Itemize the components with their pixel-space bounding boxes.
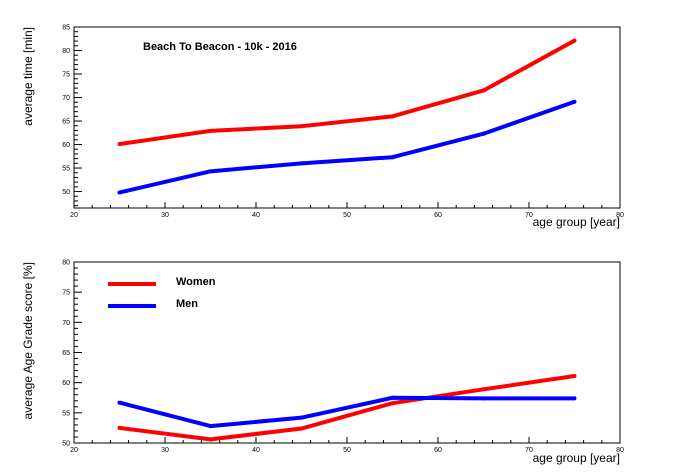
x-tick-label: 40 [252, 212, 260, 219]
data-point [572, 374, 577, 379]
data-point [208, 169, 213, 174]
x-tick-label: 50 [343, 212, 351, 219]
data-point [572, 396, 577, 401]
x-tick-label: 20 [70, 447, 78, 454]
data-point [390, 114, 395, 119]
y-tick-label: 70 [62, 320, 70, 327]
x-tick-label: 50 [343, 447, 351, 454]
y-tick-label: 50 [62, 441, 70, 448]
data-point [481, 88, 486, 93]
data-point [299, 124, 304, 129]
y-tick-label: 55 [62, 410, 70, 417]
y-axis-label: average Age Grade score [%] [21, 262, 35, 419]
legend-label: Men [176, 298, 198, 310]
y-tick-label: 85 [62, 25, 70, 32]
y-tick-label: 65 [62, 350, 70, 357]
data-point [481, 131, 486, 136]
x-tick-label: 40 [252, 447, 260, 454]
x-axis-label: age group [year] [533, 215, 620, 229]
y-tick-label: 60 [62, 380, 70, 387]
x-tick-label: 70 [525, 447, 533, 454]
data-point [572, 38, 577, 43]
data-point [117, 142, 122, 147]
x-tick-label: 60 [434, 447, 442, 454]
y-tick-label: 65 [62, 119, 70, 126]
y-tick-label: 50 [62, 189, 70, 196]
data-point [208, 424, 213, 429]
y-tick-label: 75 [62, 72, 70, 79]
series-line-2 [119, 99, 576, 195]
chart-panel-1: 20 30 40 50 60 70 80 50 55 60 65 70 75 80 85 age group … [21, 25, 624, 230]
x-tick-label: 20 [70, 212, 78, 219]
x-tick-label: 30 [161, 447, 169, 454]
data-point [390, 155, 395, 160]
plot-frame [73, 26, 621, 209]
data-point [390, 401, 395, 406]
data-point [117, 425, 122, 430]
x-tick-label: 80 [616, 447, 624, 454]
data-point [390, 395, 395, 400]
y-tick-label: 70 [62, 95, 70, 102]
data-point [117, 400, 122, 405]
data-point [299, 415, 304, 420]
chart-title: Beach To Beacon - 10k - 2016 [143, 41, 297, 53]
data-point [572, 99, 577, 104]
data-point [481, 387, 486, 392]
legend-label: Women [176, 276, 216, 288]
x-tick-label: 80 [616, 212, 624, 219]
series-line-1 [119, 38, 576, 147]
y-tick-label: 55 [62, 166, 70, 173]
series-line-2 [118, 395, 575, 429]
y-axis-label: average time [min] [21, 27, 35, 126]
data-point [117, 190, 122, 195]
data-point [299, 161, 304, 166]
x-tick-label: 70 [525, 212, 533, 219]
x-axis-label: age group [year] [533, 451, 620, 465]
y-tick-label: 60 [62, 142, 70, 149]
x-tick-label: 30 [161, 212, 169, 219]
data-point [299, 426, 304, 431]
y-tick-label: 80 [62, 48, 70, 55]
y-tick-label: 80 [62, 260, 70, 267]
data-point [208, 437, 213, 442]
data-point [481, 396, 486, 401]
x-tick-label: 60 [434, 212, 442, 219]
y-tick-label: 75 [62, 290, 70, 297]
data-point [208, 128, 213, 133]
series-line-1 [119, 374, 575, 442]
